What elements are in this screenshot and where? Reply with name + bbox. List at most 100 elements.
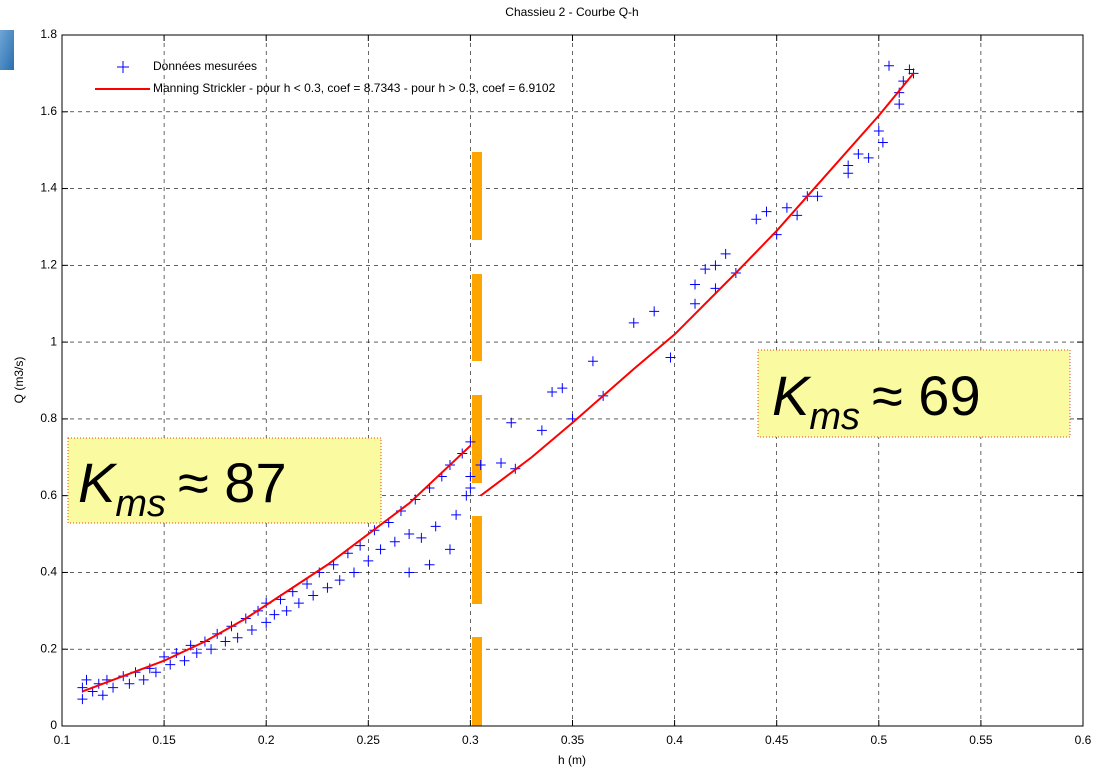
data-point — [424, 559, 435, 570]
data-point — [587, 356, 598, 367]
data-point — [690, 298, 701, 309]
x-tick-label: 0.5 — [870, 733, 887, 747]
data-point — [404, 567, 415, 578]
y-tick-label: 0.4 — [40, 565, 57, 579]
legend-label: Données mesurées — [153, 59, 257, 73]
data-point — [557, 383, 568, 394]
data-point — [322, 582, 333, 593]
data-point — [496, 458, 507, 469]
data-point — [165, 659, 176, 670]
x-tick-label: 0.4 — [666, 733, 683, 747]
data-point — [430, 521, 441, 532]
x-tick-label: 0.45 — [765, 733, 789, 747]
annotation: Kms ≈ 87 — [67, 437, 382, 525]
annotation-subscript: ms — [809, 396, 860, 438]
data-point — [665, 352, 676, 363]
data-point — [873, 125, 884, 136]
data-point — [97, 690, 108, 701]
data-point — [232, 632, 243, 643]
data-point — [547, 387, 558, 398]
data-point — [269, 609, 280, 620]
data-point — [506, 417, 517, 428]
data-point — [877, 137, 888, 148]
data-point — [649, 306, 660, 317]
data-point — [77, 694, 88, 705]
data-point — [206, 644, 217, 655]
data-point — [465, 482, 476, 493]
data-point — [334, 575, 345, 586]
x-tick-label: 0.3 — [462, 733, 479, 747]
data-point — [710, 260, 721, 271]
data-point — [884, 60, 895, 71]
data-layer — [77, 60, 919, 705]
data-point — [81, 674, 92, 685]
annotation-box — [67, 437, 382, 524]
annotation-symbol: K — [772, 364, 812, 427]
data-point — [628, 317, 639, 328]
x-tick-label: 0.2 — [258, 733, 275, 747]
fit-line — [82, 72, 915, 693]
x-tick-label: 0.35 — [561, 733, 585, 747]
annotation-label: ≈ 87 — [178, 451, 287, 514]
data-point — [461, 490, 472, 501]
data-point — [246, 625, 257, 636]
x-axis-label: h (m) — [558, 753, 586, 767]
axes-box — [61, 34, 1084, 727]
data-point — [281, 605, 292, 616]
data-point — [781, 202, 792, 213]
data-point — [191, 648, 202, 659]
legend-label: Manning Strickler - pour h < 0.3, coef =… — [153, 81, 556, 95]
threshold-line — [472, 152, 482, 726]
data-point — [302, 578, 313, 589]
data-point — [138, 674, 149, 685]
annotation-symbol: K — [78, 451, 118, 514]
data-point — [751, 214, 762, 225]
y-tick-label: 1 — [50, 334, 57, 348]
data-point — [404, 529, 415, 540]
data-point — [894, 99, 905, 110]
data-point — [124, 678, 135, 689]
data-point — [863, 152, 874, 163]
data-point — [792, 210, 803, 221]
y-tick-label: 0.6 — [40, 488, 57, 502]
data-point — [475, 459, 486, 470]
data-point — [293, 598, 304, 609]
annotation-text: Kms ≈ 87 — [78, 451, 287, 525]
data-point — [690, 279, 701, 290]
corner-image — [0, 30, 14, 70]
data-point — [363, 555, 374, 566]
data-point — [375, 544, 386, 555]
data-point — [355, 540, 366, 551]
x-tick-label: 0.15 — [152, 733, 176, 747]
y-tick-label: 0.2 — [40, 641, 57, 655]
data-point — [812, 191, 823, 202]
annotation-label: ≈ 69 — [872, 364, 981, 427]
data-point — [761, 206, 772, 217]
legend: Données mesurées Manning Strickler - pou… — [95, 59, 556, 95]
legend-marker — [117, 61, 129, 73]
data-point — [261, 617, 272, 628]
data-point — [904, 64, 915, 75]
y-tick-label: 1.4 — [40, 181, 57, 195]
y-tick-label: 1.8 — [40, 27, 57, 41]
data-point — [389, 536, 400, 547]
chart-title: Chassieu 2 - Courbe Q-h — [505, 5, 638, 19]
data-point — [710, 283, 721, 294]
data-point — [465, 471, 476, 482]
y-tick-label: 0 — [50, 718, 57, 732]
data-point — [451, 509, 462, 520]
data-point — [308, 590, 319, 601]
data-point — [536, 425, 547, 436]
x-tick-label: 0.55 — [969, 733, 993, 747]
annotation-box — [757, 349, 1071, 438]
data-point — [700, 264, 711, 275]
data-point — [179, 655, 190, 666]
data-point — [220, 636, 231, 647]
y-tick-label: 1.2 — [40, 258, 57, 272]
data-point — [843, 160, 854, 171]
x-tick-label: 0.6 — [1075, 733, 1092, 747]
annotation: Kms ≈ 69 — [757, 349, 1071, 438]
x-tick-label: 0.25 — [357, 733, 381, 747]
